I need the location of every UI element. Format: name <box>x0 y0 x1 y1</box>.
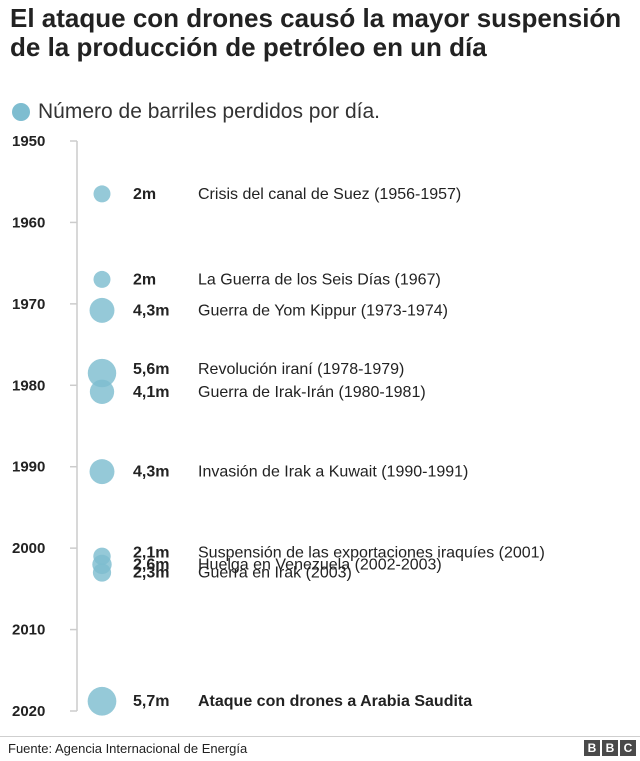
y-tick-label: 2020 <box>12 703 45 720</box>
data-bubble <box>87 686 117 716</box>
legend-dot <box>12 103 30 121</box>
data-bubble <box>92 563 112 582</box>
y-tick-label: 1990 <box>12 459 45 476</box>
data-bubble <box>87 358 117 388</box>
event-label: Guerra en Irak (2003) <box>198 565 352 582</box>
value-label: 2m <box>133 186 156 203</box>
value-label: 4,3m <box>133 302 169 319</box>
legend: Número de barriles perdidos por día. <box>12 100 380 124</box>
value-label: 5,7m <box>133 693 169 710</box>
y-tick-label: 1960 <box>12 214 45 231</box>
y-tick-label: 1970 <box>12 296 45 313</box>
y-tick-label: 2010 <box>12 622 45 639</box>
event-label: La Guerra de los Seis Días (1967) <box>198 271 441 288</box>
value-label: 4,3m <box>133 464 169 481</box>
logo-letter: B <box>602 740 618 756</box>
value-label: 4,1m <box>133 384 169 401</box>
source-note: Fuente: Agencia Internacional de Energía <box>8 741 248 756</box>
data-bubble <box>93 185 111 203</box>
chart: 1950 1960 1970 1980 1990 2000 2010 2020 2m Crisis… <box>12 133 545 720</box>
value-label: 2,6m <box>133 556 169 573</box>
y-tick-label: 1950 <box>12 133 45 150</box>
logo-letter: C <box>620 740 636 756</box>
legend-label: Número de barriles perdidos por día. <box>38 100 381 123</box>
event-label: Huelga en Venezuela (2002-2003) <box>198 556 442 573</box>
data-bubble <box>93 270 111 288</box>
y-tick-label: 1980 <box>12 377 45 394</box>
data-bubble <box>89 379 115 404</box>
value-label: 2m <box>133 271 156 288</box>
event-label: Revolución iraní (1978-1979) <box>198 361 404 378</box>
bbc-logo: B B C <box>584 740 636 756</box>
value-label: 2,1m <box>133 544 169 561</box>
event-label: Invasión de Irak a Kuwait (1990-1991) <box>198 464 468 481</box>
data-bubble <box>89 459 115 485</box>
event-label: Guerra de Yom Kippur (1973-1974) <box>198 302 448 319</box>
footer-divider <box>0 736 640 737</box>
value-label: 2,3m <box>133 565 169 582</box>
event-label: Crisis del canal de Suez (1956-1957) <box>198 186 461 203</box>
logo-letter: B <box>584 740 600 756</box>
value-label: 5,6m <box>133 361 169 378</box>
data-bubble <box>89 297 115 323</box>
event-label: Guerra de Irak-Irán (1980-1981) <box>198 384 426 401</box>
event-label: Ataque con drones a Arabia Saudita <box>198 693 472 710</box>
y-tick-label: 2000 <box>12 540 45 557</box>
event-label: Suspensión de las exportaciones iraquíes… <box>198 544 545 561</box>
chart-title: El ataque con drones causó la mayor susp… <box>10 3 622 62</box>
